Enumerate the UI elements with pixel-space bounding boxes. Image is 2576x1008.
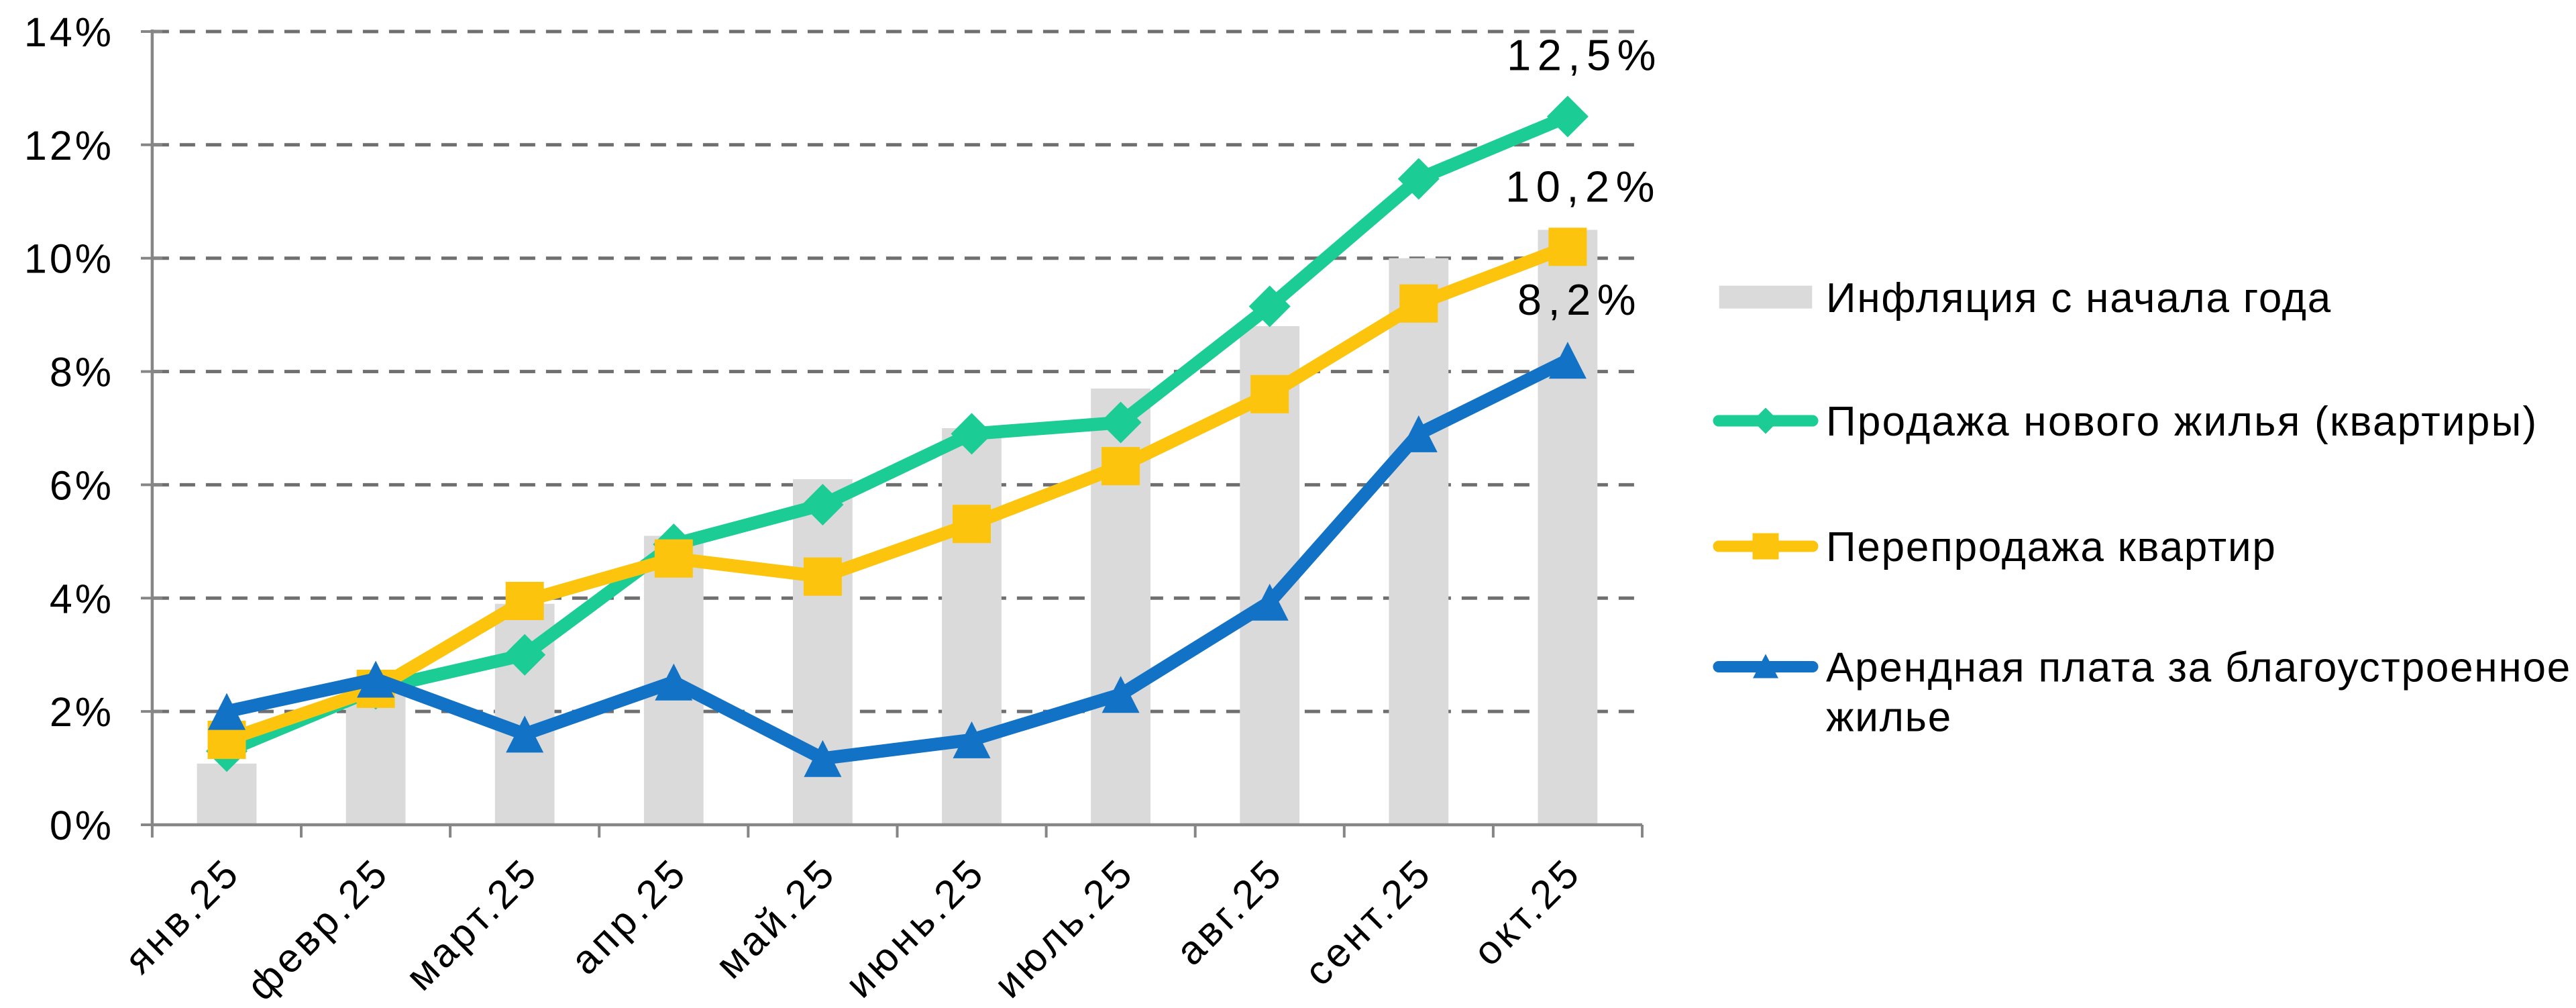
svg-text:6%: 6% (50, 462, 114, 508)
svg-text:12,5%: 12,5% (1507, 31, 1662, 80)
svg-text:0%: 0% (50, 803, 114, 848)
svg-text:14%: 14% (24, 9, 114, 55)
svg-text:12%: 12% (24, 123, 114, 168)
svg-text:8%: 8% (50, 350, 114, 395)
svg-text:8,2%: 8,2% (1517, 275, 1642, 324)
svg-text:Перепродажа квартир: Перепродажа квартир (1826, 524, 2277, 570)
svg-text:жилье: жилье (1826, 695, 1952, 741)
svg-text:10,2%: 10,2% (1505, 162, 1661, 211)
svg-text:2%: 2% (50, 689, 114, 735)
svg-text:Арендная плата за благоустроен: Арендная плата за благоустроенное (1826, 645, 2571, 691)
svg-text:Продажа нового жилья (квартиры: Продажа нового жилья (квартиры) (1826, 399, 2538, 445)
svg-text:10%: 10% (24, 236, 114, 282)
svg-text:4%: 4% (50, 576, 114, 621)
svg-text:Инфляция с начала года: Инфляция с начала года (1826, 275, 2332, 321)
